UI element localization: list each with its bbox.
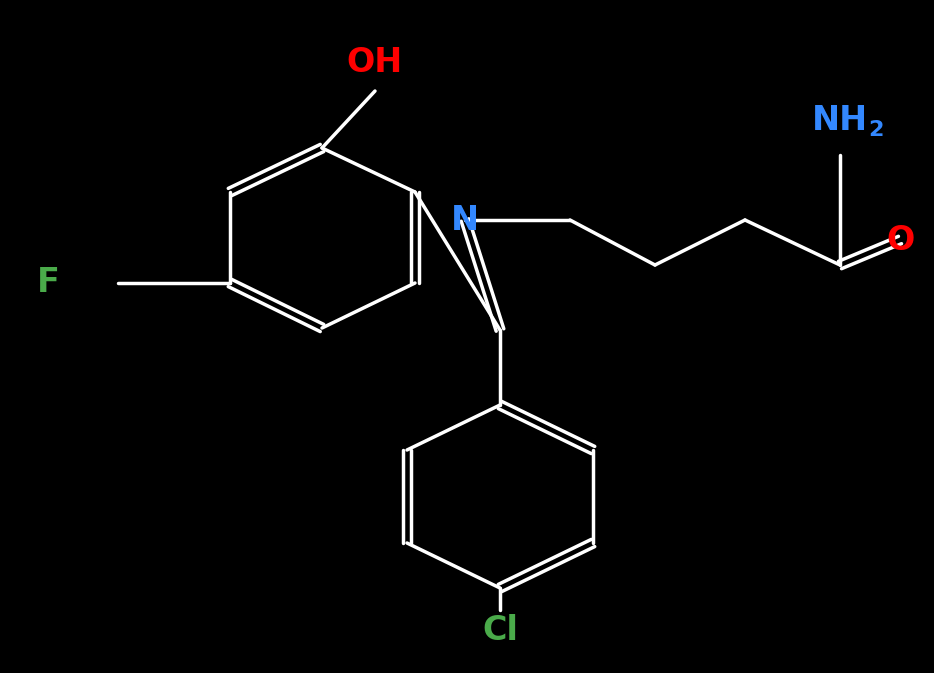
Text: O: O: [885, 223, 914, 256]
Text: NH: NH: [812, 104, 868, 137]
Text: F: F: [36, 267, 60, 299]
Text: 2: 2: [869, 120, 884, 140]
Text: OH: OH: [347, 46, 403, 79]
Text: N: N: [451, 203, 479, 236]
Text: Cl: Cl: [482, 614, 518, 647]
